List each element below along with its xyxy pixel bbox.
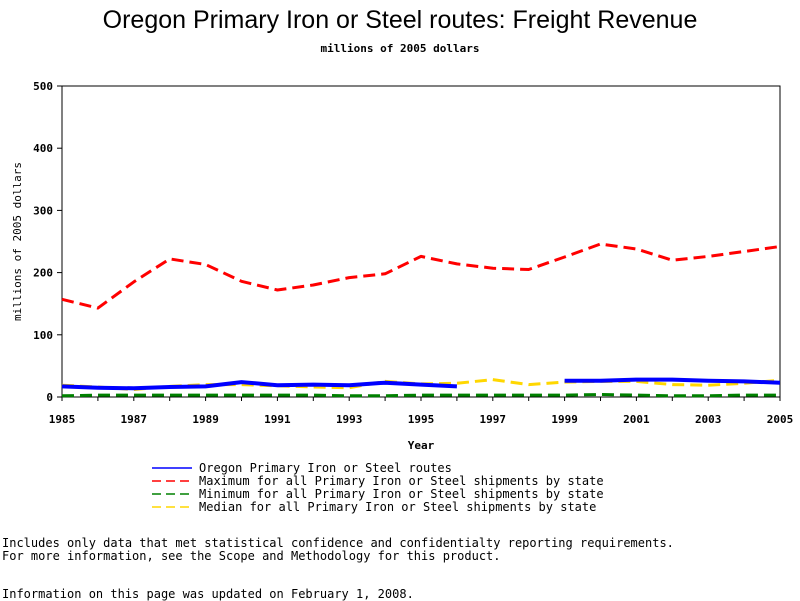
x-tick-label: 2001 <box>623 413 650 426</box>
legend-swatch <box>152 493 192 495</box>
x-axis-label: Year <box>408 439 435 452</box>
y-tick-label: 300 <box>33 204 53 217</box>
plot-frame <box>61 85 781 398</box>
x-tick-label: 1993 <box>336 413 363 426</box>
note-confidentiality: Includes only data that met statistical … <box>2 536 674 550</box>
x-tick-label: 1991 <box>264 413 291 426</box>
legend-label: Minimum for all Primary Iron or Steel sh… <box>199 487 604 501</box>
y-axis-label: millions of 2005 dollars <box>11 162 24 321</box>
x-tick-label: 1995 <box>408 413 435 426</box>
y-tick-label: 100 <box>33 329 53 342</box>
x-tick-label: 1985 <box>49 413 76 426</box>
legend-label: Median for all Primary Iron or Steel shi… <box>199 500 597 514</box>
legend-swatch <box>152 480 192 482</box>
line-chart: 0 100 200 300 400 500 1985 1987 1989 1991 1993 1995… <box>11 80 794 452</box>
series-line-1 <box>61 242 781 310</box>
x-tick-label: 1987 <box>121 413 148 426</box>
y-tick-label: 500 <box>33 80 53 93</box>
note-updated: Information on this page was updated on … <box>2 587 414 601</box>
legend-swatch <box>152 506 192 508</box>
y-tick-label: 400 <box>33 142 53 155</box>
x-tick-label: 2003 <box>695 413 722 426</box>
legend-label: Maximum for all Primary Iron or Steel sh… <box>199 474 604 488</box>
x-tick-label: 1999 <box>551 413 578 426</box>
x-tick-label: 2005 <box>767 413 794 426</box>
y-tick-label: 200 <box>33 267 53 280</box>
x-tick-label: 1997 <box>480 413 507 426</box>
series-line-0 <box>61 377 781 391</box>
legend-swatch <box>152 467 192 469</box>
legend-label: Oregon Primary Iron or Steel routes <box>199 461 452 475</box>
series-line-2 <box>61 393 780 398</box>
chart-subtitle: millions of 2005 dollars <box>320 42 480 55</box>
y-tick-label: 0 <box>46 391 53 404</box>
x-tick-label: 1989 <box>192 413 219 426</box>
chart-title: Oregon Primary Iron or Steel routes: Fre… <box>102 6 698 34</box>
note-methodology: For more information, see the Scope and … <box>2 549 501 563</box>
